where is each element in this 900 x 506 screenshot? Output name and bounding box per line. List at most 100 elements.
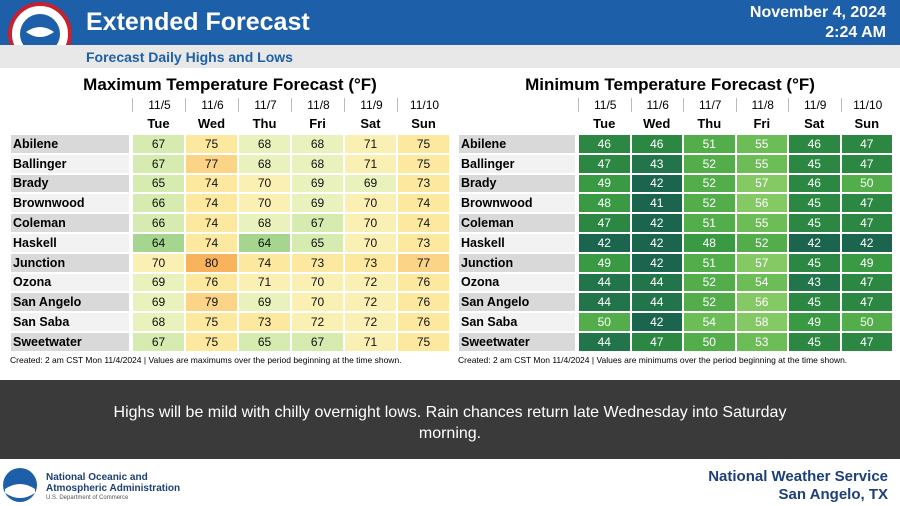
temp-cell: 47 bbox=[840, 332, 893, 352]
date-label: 11/8 bbox=[735, 98, 790, 112]
table-note: Created: 2 am CST Mon 11/4/2024 | Values… bbox=[458, 354, 848, 365]
office: National Weather Service bbox=[708, 468, 888, 485]
day-label: Tue bbox=[147, 116, 170, 131]
temp-cell: 49 bbox=[840, 252, 893, 273]
temp-cell: 51 bbox=[683, 134, 736, 154]
temp-cell: 55 bbox=[735, 134, 788, 154]
temp-cell: 47 bbox=[840, 134, 893, 154]
date-label: 11/9 bbox=[788, 98, 842, 112]
city-label: Abilene bbox=[10, 134, 130, 154]
temp-cell: 50 bbox=[840, 173, 893, 194]
department: U.S. Department of Commerce bbox=[46, 495, 129, 501]
temp-cell: 46 bbox=[578, 134, 631, 154]
temp-cell: 70 bbox=[291, 272, 344, 293]
title: Extended Forecast bbox=[86, 8, 310, 36]
city-label: San Angelo bbox=[10, 292, 130, 313]
city-label: Brady bbox=[10, 173, 130, 194]
temp-cell: 70 bbox=[344, 193, 397, 214]
temp-cell: 45 bbox=[788, 292, 841, 313]
temp-cell: 43 bbox=[788, 272, 841, 293]
temp-cell: 50 bbox=[578, 312, 631, 332]
temp-cell: 47 bbox=[840, 213, 893, 233]
agency-line: National Oceanic and bbox=[46, 472, 148, 483]
table-title: Minimum Temperature Forecast (°F) bbox=[525, 75, 815, 94]
temp-cell: 67 bbox=[132, 134, 185, 154]
temp-cell: 56 bbox=[735, 292, 788, 313]
temp-cell: 72 bbox=[344, 272, 397, 293]
city-label: Brady bbox=[458, 173, 576, 194]
tables: Maximum Temperature Forecast (°F) 11/5 Tue… bbox=[10, 75, 893, 365]
temp-cell: 79 bbox=[185, 292, 238, 313]
temp-cell: 47 bbox=[840, 272, 893, 293]
temp-cell: 43 bbox=[630, 153, 683, 174]
temp-cell: 72 bbox=[344, 312, 397, 332]
city-label: Abilene bbox=[458, 134, 576, 154]
temp-cell: 69 bbox=[344, 173, 397, 194]
agency-line: Atmospheric Administration bbox=[46, 483, 181, 494]
temp-cell: 45 bbox=[788, 153, 841, 174]
temp-cell: 72 bbox=[344, 292, 397, 313]
temp-cell: 42 bbox=[630, 252, 683, 273]
temp-cell: 73 bbox=[397, 233, 450, 253]
temp-cell: 46 bbox=[788, 173, 841, 194]
temp-cell: 41 bbox=[630, 193, 683, 214]
temp-cell: 56 bbox=[735, 193, 788, 214]
city-label: San Angelo bbox=[458, 292, 576, 313]
city-label: Sweetwater bbox=[10, 332, 130, 352]
temp-cell: 69 bbox=[291, 173, 344, 194]
temp-cell: 49 bbox=[578, 173, 631, 194]
day-label: Sun bbox=[411, 116, 436, 131]
date-label: 11/9 bbox=[344, 98, 398, 112]
temp-cell: 44 bbox=[630, 272, 683, 293]
temp-cell: 42 bbox=[840, 233, 893, 253]
day-label: Sat bbox=[804, 116, 825, 131]
temp-cell: 75 bbox=[185, 312, 238, 332]
temp-cell: 67 bbox=[291, 332, 344, 352]
temp-cell: 47 bbox=[578, 153, 631, 174]
city-label: Coleman bbox=[10, 213, 130, 233]
temp-cell: 52 bbox=[735, 233, 788, 253]
temp-cell: 42 bbox=[630, 233, 683, 253]
day-label: Thu bbox=[252, 116, 277, 131]
city-label: Ballinger bbox=[10, 153, 130, 174]
date-label: 11/5 bbox=[132, 98, 186, 112]
temp-cell: 44 bbox=[630, 292, 683, 313]
temp-cell: 58 bbox=[735, 312, 788, 332]
temp-cell: 45 bbox=[788, 213, 841, 233]
temp-cell: 76 bbox=[185, 272, 238, 293]
temp-cell: 73 bbox=[397, 173, 450, 194]
temp-cell: 76 bbox=[397, 312, 450, 332]
date: November 4, 2024 bbox=[749, 4, 886, 21]
temp-cell: 71 bbox=[344, 134, 397, 154]
temp-cell: 65 bbox=[132, 173, 185, 194]
temp-cell: 47 bbox=[840, 153, 893, 174]
table-title: Maximum Temperature Forecast (°F) bbox=[83, 75, 377, 94]
banner-text: Highs will be mild with chilly overnight… bbox=[113, 404, 787, 442]
day-label: Sun bbox=[854, 116, 880, 131]
temp-cell: 52 bbox=[683, 292, 736, 313]
time: 2:24 AM bbox=[825, 24, 886, 41]
temp-cell: 64 bbox=[238, 233, 291, 253]
temp-cell: 70 bbox=[238, 173, 291, 194]
city-label: Haskell bbox=[10, 233, 130, 253]
temp-cell: 69 bbox=[238, 292, 291, 313]
temp-cell: 46 bbox=[788, 134, 841, 154]
day-label: Sat bbox=[360, 116, 381, 131]
temp-cell: 55 bbox=[735, 213, 788, 233]
city-label: Junction bbox=[458, 252, 576, 273]
temp-cell: 42 bbox=[630, 312, 683, 332]
temp-cell: 71 bbox=[344, 153, 397, 174]
temp-cell: 50 bbox=[683, 332, 736, 352]
day-label: Tue bbox=[593, 116, 616, 131]
city-label: Ozona bbox=[458, 272, 576, 293]
day-label: Thu bbox=[697, 116, 722, 131]
day-label: Wed bbox=[197, 116, 226, 131]
temp-cell: 66 bbox=[132, 213, 185, 233]
temp-cell: 69 bbox=[132, 272, 185, 293]
date-label: 11/6 bbox=[630, 98, 685, 112]
day-label: Fri bbox=[309, 116, 326, 131]
temp-cell: 67 bbox=[291, 213, 344, 233]
temp-cell: 49 bbox=[788, 312, 841, 332]
temp-cell: 45 bbox=[788, 332, 841, 352]
temp-cell: 54 bbox=[735, 272, 788, 293]
